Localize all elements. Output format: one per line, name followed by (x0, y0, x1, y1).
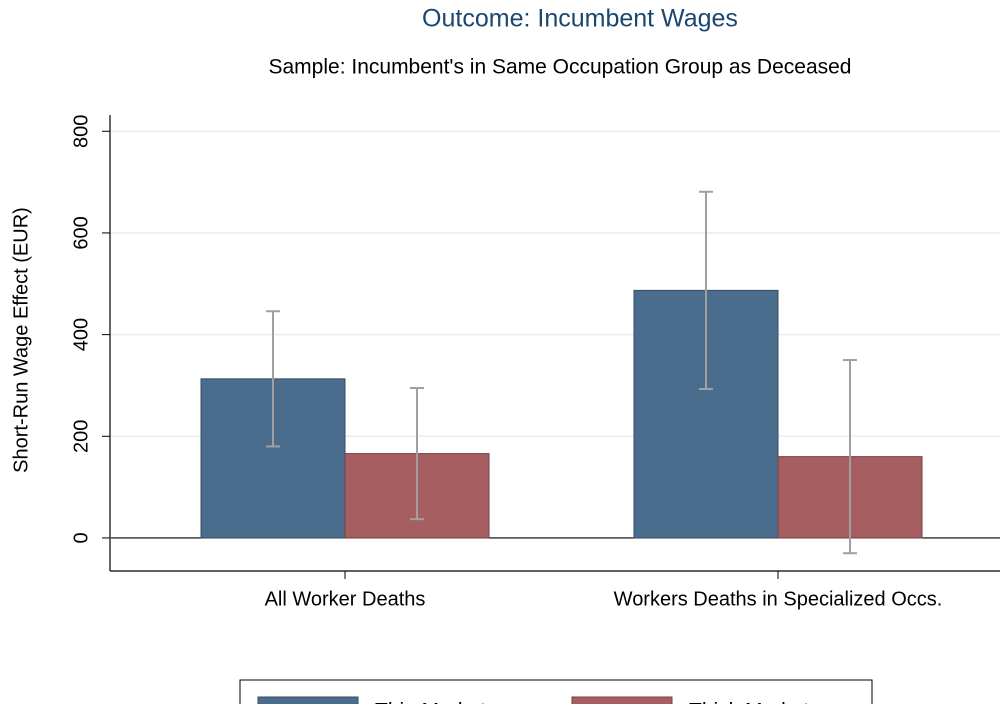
y-tick-label: 0 (70, 532, 92, 543)
legend-swatch (571, 696, 673, 704)
chart-title: Outcome: Incumbent Wages (422, 5, 738, 33)
legend-box (239, 679, 873, 704)
legend-swatch (257, 696, 359, 704)
chart-subtitle: Sample: Incumbent's in Same Occupation G… (269, 56, 852, 79)
y-tick-label: 800 (70, 115, 92, 148)
legend-label: Thick Markets (689, 700, 820, 704)
y-tick-label: 400 (70, 318, 92, 351)
x-tick-label: All Worker Deaths (265, 588, 426, 610)
y-tick-label: 600 (70, 216, 92, 249)
y-tick-label: 200 (70, 420, 92, 453)
legend-label: Thin Markets (375, 700, 496, 704)
x-tick-label: Workers Deaths in Specialized Occs. (614, 588, 943, 610)
y-axis-label: Short-Run Wage Effect (EUR) (10, 207, 32, 473)
